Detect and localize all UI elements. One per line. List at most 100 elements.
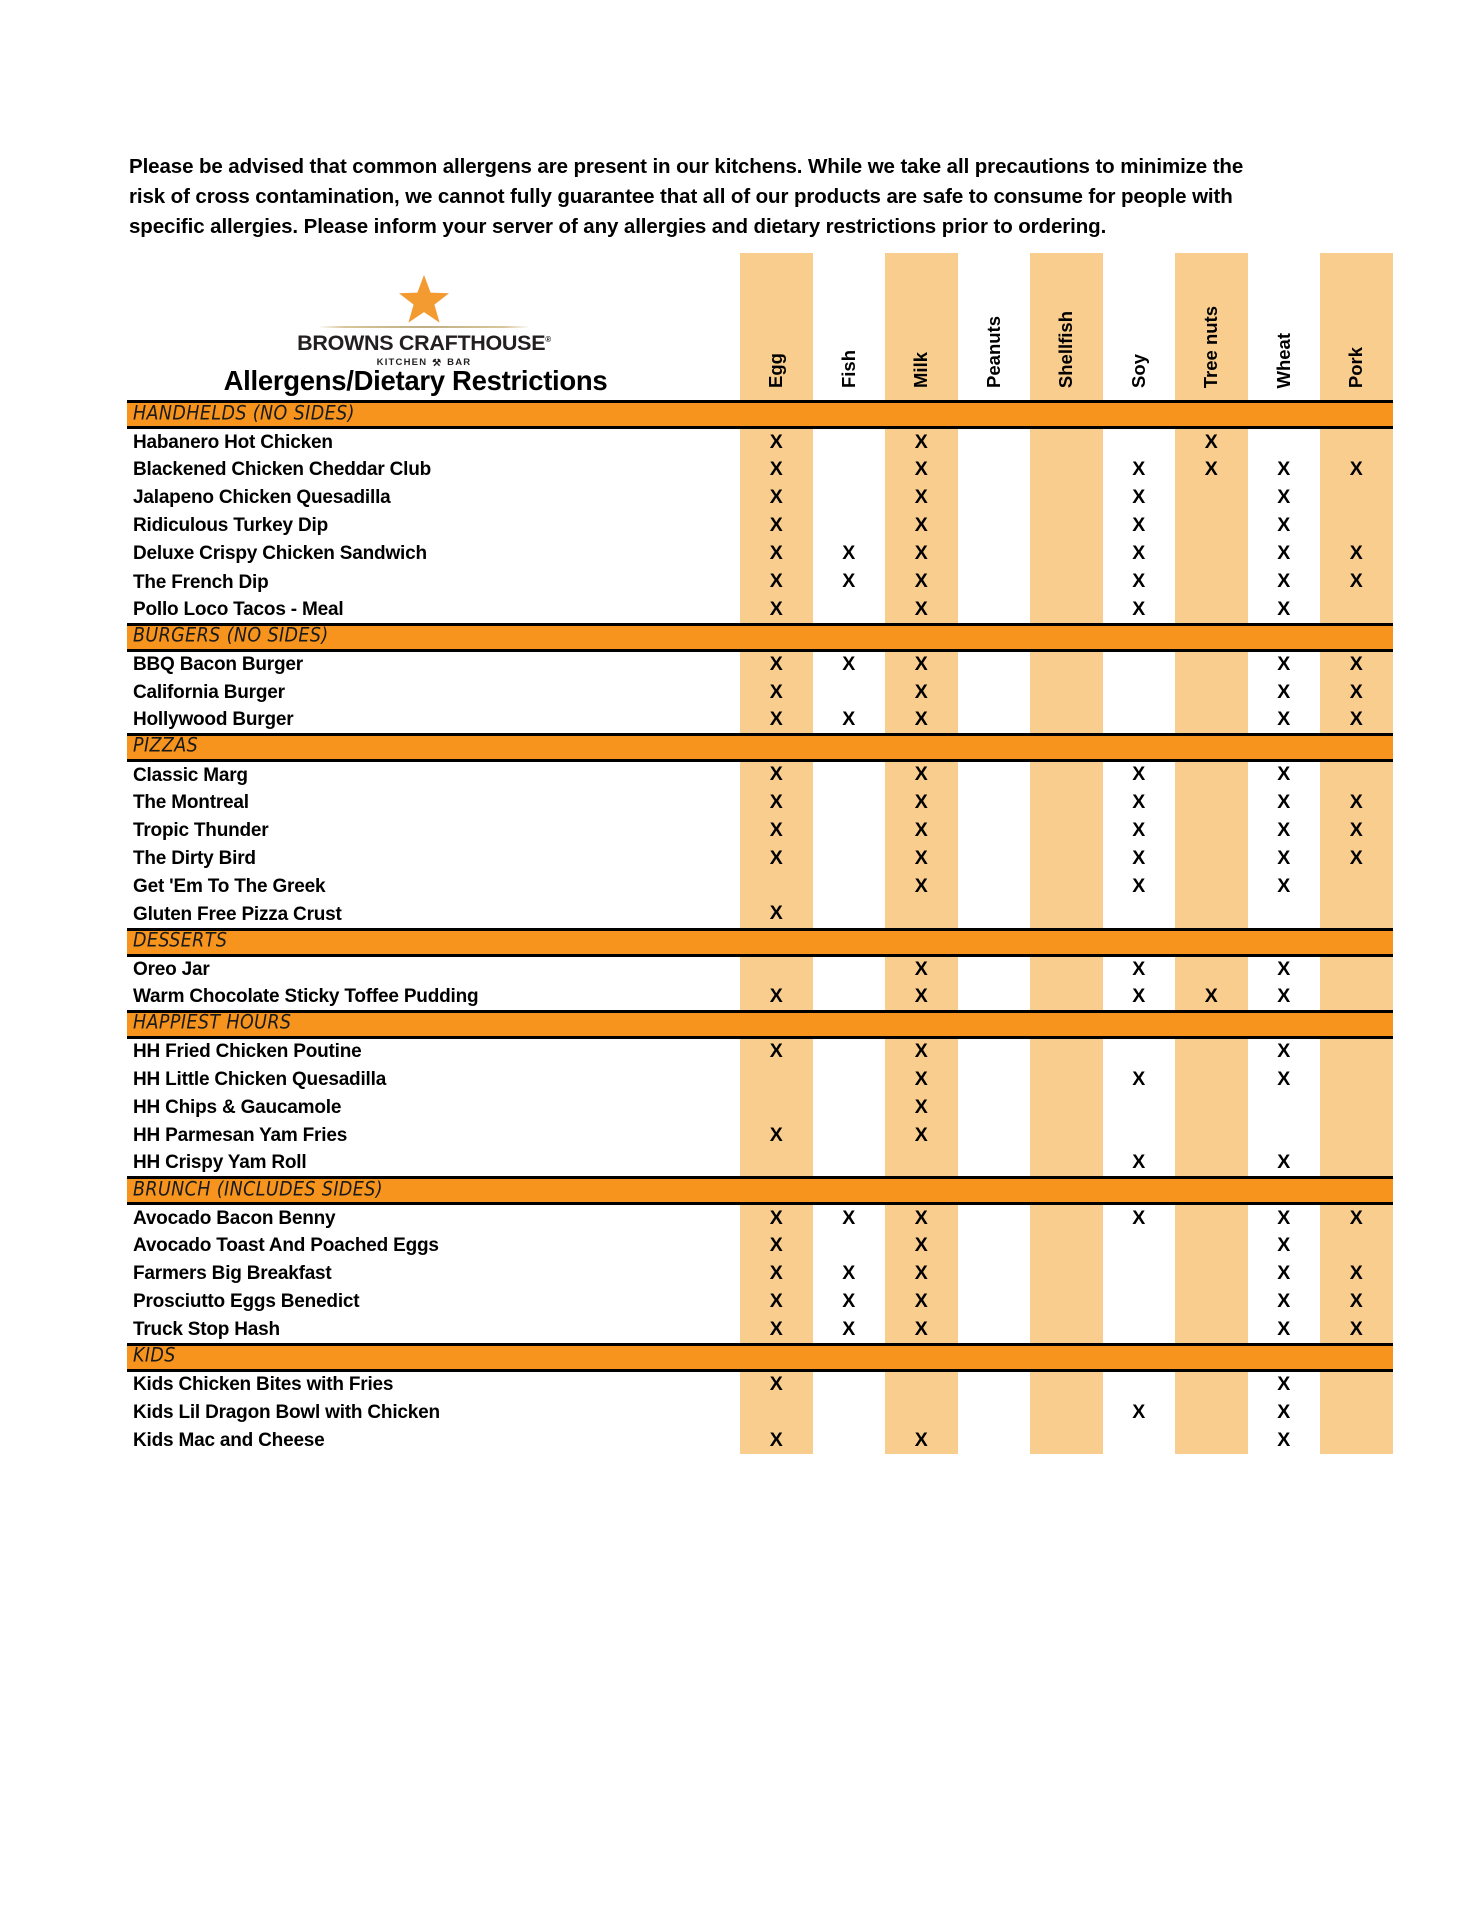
- allergen-cell-pork: X: [1320, 1316, 1393, 1345]
- allergen-cell-shellfish: [1030, 455, 1103, 484]
- section-banner: HANDHELDS (NO SIDES): [127, 400, 1393, 429]
- allergen-cell-shellfish: [1030, 596, 1103, 625]
- allergen-cell-peanuts: [958, 1426, 1031, 1454]
- allergen-cell-tree-nuts: [1175, 483, 1248, 512]
- allergen-cell-pork: X: [1320, 788, 1393, 817]
- allergen-cell-peanuts: [958, 1370, 1031, 1398]
- allergen-cell-peanuts: [958, 484, 1031, 512]
- item-name: The Montreal: [133, 792, 249, 814]
- allergen-cell-peanuts: [958, 817, 1031, 845]
- allergen-cell-fish: X: [842, 1262, 856, 1285]
- allergen-cell-milk: X: [885, 816, 958, 845]
- allergen-cell-egg: [740, 1093, 813, 1122]
- column-header-milk: Milk: [885, 253, 958, 402]
- allergen-cell-egg: X: [740, 1426, 813, 1455]
- allergen-cell-milk: X: [885, 567, 958, 597]
- allergen-cell-egg: [740, 1065, 813, 1094]
- table-row: HH Chips & Gaucamole X: [127, 1093, 1393, 1122]
- item-name: Avocado Toast And Poached Eggs: [133, 1235, 439, 1257]
- allergen-cell-fish: [813, 1232, 886, 1260]
- allergen-cell-tree-nuts: [1175, 788, 1248, 817]
- tagline-bar: BAR: [447, 357, 472, 368]
- table-row: Kids Chicken Bites with Fries X X: [127, 1370, 1393, 1399]
- allergen-cell-wheat: X: [1277, 653, 1291, 676]
- allergen-cell-pork: [1320, 955, 1393, 984]
- allergen-cell-wheat: X: [1277, 485, 1291, 508]
- allergen-cell-pork: X: [1320, 844, 1393, 873]
- allergen-cell-fish: [813, 845, 886, 873]
- allergen-cell-pork: [1320, 872, 1393, 901]
- allergen-cell-egg: X: [740, 678, 813, 707]
- item-name: Deluxe Crispy Chicken Sandwich: [133, 543, 427, 565]
- allergen-cell-shellfish: [1030, 760, 1103, 789]
- item-name: Warm Chocolate Sticky Toffee Pudding: [133, 985, 479, 1007]
- section-label: BURGERS (NO SIDES): [133, 624, 329, 648]
- allergen-cell-soy: X: [1132, 1400, 1146, 1423]
- allergen-cell-shellfish: [1030, 1287, 1103, 1317]
- allergen-cell-peanuts: [958, 1232, 1031, 1260]
- allergen-cell-soy: [1103, 1426, 1176, 1454]
- item-name: HH Fried Chicken Poutine: [133, 1041, 362, 1063]
- allergen-cell-egg: X: [740, 760, 813, 789]
- table-row: Gluten Free Pizza Crust X: [127, 900, 1393, 929]
- item-name: Kids Lil Dragon Bowl with Chicken: [133, 1401, 440, 1423]
- allergen-cell-peanuts: [958, 596, 1031, 624]
- table-row: Ridiculous Turkey Dip X X X X: [127, 511, 1393, 540]
- allergen-cell-egg: X: [740, 1231, 813, 1260]
- table-row: The Dirty Bird X X X X X: [127, 844, 1393, 873]
- allergen-cell-peanuts: [958, 1037, 1031, 1065]
- allergen-cell-tree-nuts: [1175, 900, 1248, 929]
- allergen-cell-wheat: [1248, 901, 1321, 929]
- allergen-cell-milk: X: [885, 1203, 958, 1232]
- allergen-cell-fish: [813, 1426, 886, 1454]
- allergen-cell-soy: X: [1132, 457, 1146, 480]
- allergen-cell-pork: [1320, 900, 1393, 929]
- allergen-cell-egg: X: [740, 650, 813, 679]
- section-banner-cell: KIDS: [127, 1342, 1393, 1372]
- allergen-cell-wheat: X: [1277, 1373, 1291, 1396]
- allergen-cell-egg: X: [740, 567, 813, 597]
- allergen-cell-wheat: X: [1277, 1262, 1291, 1285]
- allergen-cell-tree-nuts: [1175, 678, 1248, 707]
- allergen-cell-tree-nuts: [1175, 955, 1248, 984]
- item-name: Farmers Big Breakfast: [133, 1263, 332, 1285]
- allergen-cell-milk: X: [885, 844, 958, 873]
- allergen-cell-tree-nuts: [1175, 567, 1248, 597]
- allergen-cell-pork: [1320, 1121, 1393, 1150]
- allergen-cell-milk: X: [885, 872, 958, 901]
- allergen-cell-egg: X: [740, 511, 813, 540]
- section-banner: DESSERTS: [127, 927, 1393, 957]
- allergen-cell-tree-nuts: [1175, 1287, 1248, 1317]
- allergen-cell-soy: [1103, 650, 1176, 678]
- item-name: Gluten Free Pizza Crust: [133, 903, 342, 925]
- allergen-cell-wheat: X: [1277, 1428, 1291, 1451]
- allergen-cell-wheat: X: [1277, 597, 1291, 620]
- item-name: Jalapeno Chicken Quesadilla: [133, 487, 391, 509]
- allergen-cell-soy: [1103, 678, 1176, 706]
- allergen-cell-shellfish: [1030, 427, 1103, 456]
- allergen-cell-pork: [1320, 1426, 1393, 1455]
- allergen-cell-milk: X: [885, 455, 958, 484]
- allergen-cell-egg: X: [740, 844, 813, 873]
- allergen-cell-pork: [1320, 1370, 1393, 1399]
- table-row: Farmers Big Breakfast X X X X X: [127, 1259, 1393, 1288]
- item-name: Kids Mac and Cheese: [133, 1429, 325, 1451]
- tagline-kitchen: KITCHEN: [376, 357, 428, 368]
- allergen-cell-peanuts: [958, 1093, 1031, 1121]
- allergen-cell-wheat: X: [1277, 457, 1291, 480]
- allergen-cell-tree-nuts: [1175, 1316, 1248, 1345]
- allergen-cell-tree-nuts: [1175, 1037, 1248, 1066]
- allergen-cell-soy: [1103, 1121, 1176, 1149]
- section-banner-cell: HAPPIEST HOURS: [127, 1009, 1393, 1039]
- table-row: Deluxe Crispy Chicken Sandwich X X X X X X: [127, 539, 1393, 568]
- allergen-cell-peanuts: [958, 540, 1031, 568]
- allergen-cell-fish: X: [842, 542, 856, 565]
- allergen-cell-wheat: X: [1277, 847, 1291, 870]
- allergen-cell-soy: [1103, 428, 1176, 456]
- allergen-cell-wheat: X: [1277, 707, 1291, 730]
- allergen-cell-fish: [813, 1121, 886, 1149]
- allergen-cell-fish: X: [842, 707, 856, 730]
- allergen-table-wrapper: Allergens/Dietary Restrictions Egg Fish Mil…: [127, 253, 1393, 1455]
- allergen-cell-peanuts: [958, 1288, 1031, 1316]
